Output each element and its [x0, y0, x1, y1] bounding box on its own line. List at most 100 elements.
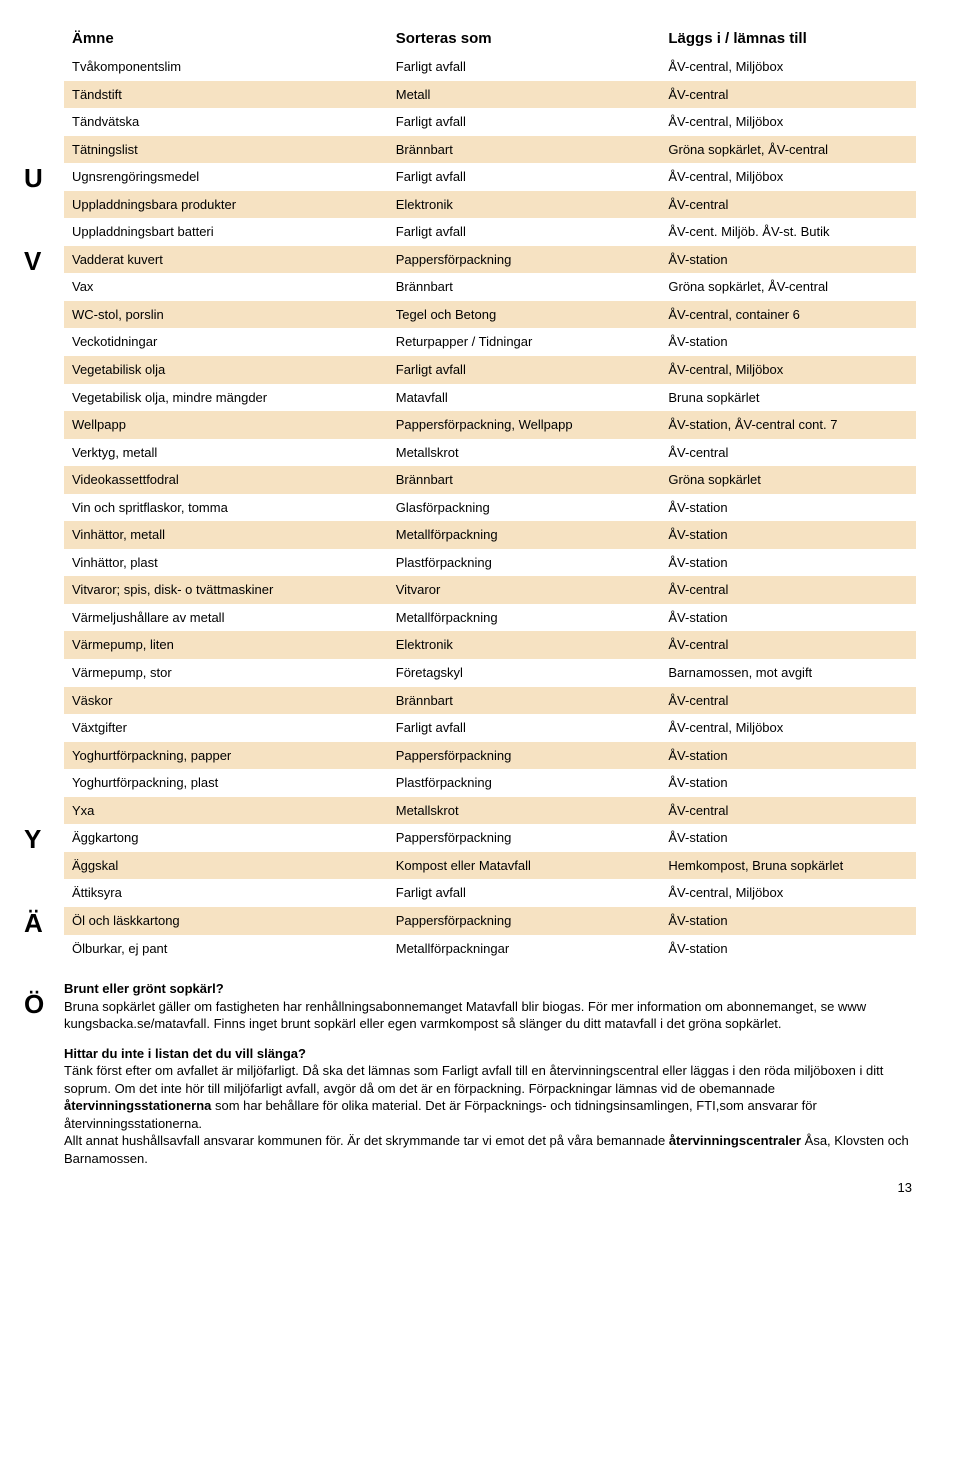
table-row: WellpappPappersförpackning, WellpappÅV-s…: [64, 411, 916, 439]
table-row: VaxBrännbartGröna sopkärlet, ÅV-central: [64, 273, 916, 301]
margin-letter: Ä: [24, 908, 43, 939]
table-cell: Videokassettfodral: [64, 466, 388, 494]
table-cell: WC-stol, porslin: [64, 301, 388, 329]
table-row: Ölburkar, ej pantMetallförpackningarÅV-s…: [64, 935, 916, 963]
table-row: WC-stol, porslinTegel och BetongÅV-centr…: [64, 301, 916, 329]
table-row: Vinhättor, plastPlastförpackningÅV-stati…: [64, 549, 916, 577]
table-cell: Matavfall: [388, 384, 661, 412]
table-cell: Brännbart: [388, 136, 661, 164]
table-cell: Tätningslist: [64, 136, 388, 164]
table-cell: Returpapper / Tidningar: [388, 328, 661, 356]
table-cell: ÅV-station: [660, 742, 916, 770]
table-cell: Yxa: [64, 797, 388, 825]
p2-body-a: Tänk först efter om avfallet är miljöfar…: [64, 1063, 883, 1096]
page-number: 13: [24, 1180, 912, 1195]
table-row: Uppladdningsbara produkterElektronikÅV-c…: [64, 191, 916, 219]
table-cell: Hemkompost, Bruna sopkärlet: [660, 852, 916, 880]
table-row: ÄttiksyraFarligt avfallÅV-central, Miljö…: [64, 879, 916, 907]
table-cell: ÅV-central: [660, 576, 916, 604]
table-cell: ÅV-central, container 6: [660, 301, 916, 329]
table-cell: ÅV-central, Miljöbox: [660, 163, 916, 191]
table-row: Vadderat kuvertPappersförpackningÅV-stat…: [64, 246, 916, 274]
table-cell: Farligt avfall: [388, 356, 661, 384]
table-cell: ÅV-station: [660, 521, 916, 549]
table-cell: Väskor: [64, 687, 388, 715]
table-cell: Pappersförpackning: [388, 246, 661, 274]
table-row: Yoghurtförpackning, papperPappersförpack…: [64, 742, 916, 770]
table-cell: Värmepump, liten: [64, 631, 388, 659]
margin-letter: V: [24, 246, 41, 277]
table-row: Vegetabilisk oljaFarligt avfallÅV-centra…: [64, 356, 916, 384]
table-cell: ÅV-station, ÅV-central cont. 7: [660, 411, 916, 439]
table-cell: Gröna sopkärlet: [660, 466, 916, 494]
table-cell: Företagskyl: [388, 659, 661, 687]
table-cell: Vegetabilisk olja: [64, 356, 388, 384]
table-cell: ÅV-station: [660, 549, 916, 577]
margin-letter: U: [24, 163, 43, 194]
table-cell: Äggskal: [64, 852, 388, 880]
table-cell: Äggkartong: [64, 824, 388, 852]
table-cell: ÅV-station: [660, 935, 916, 963]
table-row: Öl och läskkartongPappersförpackningÅV-s…: [64, 907, 916, 935]
table-cell: Farligt avfall: [388, 714, 661, 742]
table-cell: Vitvaror; spis, disk- o tvättmaskiner: [64, 576, 388, 604]
p1-heading: Brunt eller grönt sopkärl?: [64, 981, 224, 996]
table-cell: ÅV-central: [660, 81, 916, 109]
table-cell: Pappersförpackning, Wellpapp: [388, 411, 661, 439]
table-cell: Bruna sopkärlet: [660, 384, 916, 412]
table-cell: Elektronik: [388, 191, 661, 219]
table-row: Värmepump, litenElektronikÅV-central: [64, 631, 916, 659]
table-cell: Pappersförpackning: [388, 742, 661, 770]
table-row: Värmeljushållare av metallMetallförpackn…: [64, 604, 916, 632]
table-cell: Metallskrot: [388, 439, 661, 467]
table-body: TvåkomponentslimFarligt avfallÅV-central…: [64, 53, 916, 962]
table-cell: ÅV-station: [660, 824, 916, 852]
p2-bold-a: återvinningsstationerna: [64, 1098, 211, 1113]
table-cell: ÅV-central, Miljöbox: [660, 879, 916, 907]
table-cell: Elektronik: [388, 631, 661, 659]
table-cell: Ölburkar, ej pant: [64, 935, 388, 963]
table-cell: Värmepump, stor: [64, 659, 388, 687]
table-row: Uppladdningsbart batteriFarligt avfallÅV…: [64, 218, 916, 246]
table-cell: ÅV-cent. Miljöb. ÅV-st. Butik: [660, 218, 916, 246]
table-row: TändvätskaFarligt avfallÅV-central, Milj…: [64, 108, 916, 136]
table-cell: Veckotidningar: [64, 328, 388, 356]
table-cell: Metall: [388, 81, 661, 109]
table-cell: Vadderat kuvert: [64, 246, 388, 274]
table-cell: Uppladdningsbart batteri: [64, 218, 388, 246]
table-cell: Yoghurtförpackning, papper: [64, 742, 388, 770]
table-cell: Verktyg, metall: [64, 439, 388, 467]
table-cell: Brännbart: [388, 466, 661, 494]
table-cell: Plastförpackning: [388, 549, 661, 577]
table-cell: Metallförpackningar: [388, 935, 661, 963]
table-cell: Tändvätska: [64, 108, 388, 136]
table-row: Vin och spritflaskor, tommaGlasförpackni…: [64, 494, 916, 522]
table-cell: ÅV-station: [660, 494, 916, 522]
sorting-table: Ämne Sorteras som Läggs i / lämnas till …: [64, 24, 916, 962]
table-cell: ÅV-station: [660, 769, 916, 797]
table-row: Yoghurtförpackning, plastPlastförpacknin…: [64, 769, 916, 797]
table-cell: Brännbart: [388, 687, 661, 715]
table-cell: Metallskrot: [388, 797, 661, 825]
margin-letter: Ö: [24, 989, 44, 1020]
table-cell: ÅV-central: [660, 687, 916, 715]
table-cell: Ättiksyra: [64, 879, 388, 907]
table-cell: Brännbart: [388, 273, 661, 301]
footer-paragraphs: Brunt eller grönt sopkärl? Bruna sopkärl…: [64, 980, 916, 1167]
table-cell: Farligt avfall: [388, 218, 661, 246]
table-cell: Pappersförpackning: [388, 907, 661, 935]
table-cell: ÅV-central, Miljöbox: [660, 108, 916, 136]
table-row: Vitvaror; spis, disk- o tvättmaskinerVit…: [64, 576, 916, 604]
table-cell: ÅV-central, Miljöbox: [660, 356, 916, 384]
table-cell: Vax: [64, 273, 388, 301]
table-cell: Yoghurtförpackning, plast: [64, 769, 388, 797]
table-cell: Gröna sopkärlet, ÅV-central: [660, 273, 916, 301]
table-cell: Öl och läskkartong: [64, 907, 388, 935]
table-row: Verktyg, metallMetallskrotÅV-central: [64, 439, 916, 467]
table-cell: Wellpapp: [64, 411, 388, 439]
table-cell: Barnamossen, mot avgift: [660, 659, 916, 687]
table-header-row: Ämne Sorteras som Läggs i / lämnas till: [64, 24, 916, 53]
table-cell: ÅV-station: [660, 246, 916, 274]
header-col1: Ämne: [64, 24, 388, 53]
table-row: Vinhättor, metallMetallförpackningÅV-sta…: [64, 521, 916, 549]
